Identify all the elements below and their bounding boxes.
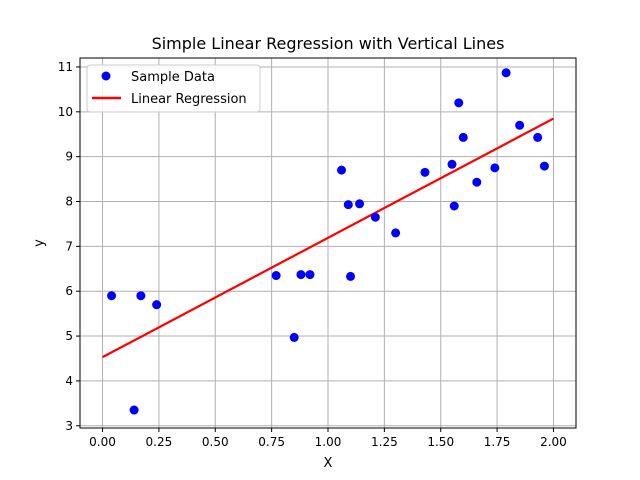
scatter-points-layer [107, 68, 549, 415]
x-axis-label: X [324, 456, 333, 471]
data-point [391, 228, 401, 238]
x-axis-ticks: 0.00 0.25 0.50 0.75 1.00 1.25 1.50 1.75 2.00 [89, 428, 567, 449]
y-tick-label: 6 [65, 284, 73, 298]
x-tick-label: 1.00 [315, 435, 342, 449]
data-point [136, 291, 146, 301]
data-point [337, 165, 347, 175]
y-tick-label: 9 [65, 150, 73, 164]
legend-label-linear-regression: Linear Regression [131, 92, 247, 107]
data-point [346, 271, 356, 281]
x-tick-label: 1.75 [484, 435, 511, 449]
x-tick-label: 0.50 [202, 435, 229, 449]
data-point [420, 167, 430, 177]
y-tick-label: 3 [65, 419, 73, 433]
y-tick-label: 8 [65, 195, 73, 209]
data-point [152, 300, 162, 310]
x-tick-label: 2.00 [540, 435, 567, 449]
data-point [458, 132, 468, 142]
data-point [296, 270, 306, 280]
legend: Sample Data Linear Regression [86, 64, 261, 113]
data-point [271, 271, 281, 281]
data-point [107, 291, 117, 301]
x-tick-label: 1.50 [427, 435, 454, 449]
regression-line-layer [102, 117, 554, 359]
data-point [129, 405, 139, 415]
data-point [515, 120, 525, 130]
data-point [449, 201, 459, 211]
legend-scatter-marker [101, 71, 111, 81]
data-point [490, 163, 500, 173]
data-point [305, 270, 315, 280]
regression-line [102, 117, 554, 359]
data-point [539, 161, 549, 171]
data-point [289, 332, 299, 342]
data-point [501, 68, 511, 78]
y-tick-label: 5 [65, 329, 73, 343]
y-axis-ticks: 3 4 5 6 7 8 9 10 11 [58, 60, 80, 433]
x-tick-label: 1.25 [371, 435, 398, 449]
y-tick-label: 7 [65, 239, 73, 253]
y-tick-label: 4 [65, 374, 73, 388]
data-point [454, 98, 464, 108]
data-point [472, 177, 482, 187]
x-tick-label: 0.00 [89, 435, 116, 449]
legend-label-sample-data: Sample Data [131, 70, 215, 85]
legend-box [86, 64, 261, 113]
data-point [447, 159, 457, 169]
data-point [343, 200, 353, 210]
chart-title: Simple Linear Regression with Vertical L… [152, 34, 505, 53]
data-point [533, 132, 543, 142]
y-tick-label: 10 [58, 105, 73, 119]
data-point [370, 212, 380, 222]
data-point [355, 199, 365, 209]
y-tick-label: 11 [58, 60, 73, 74]
x-tick-label: 0.25 [146, 435, 173, 449]
y-axis-label: y [32, 239, 47, 247]
grid [80, 58, 576, 428]
x-tick-label: 0.75 [258, 435, 285, 449]
